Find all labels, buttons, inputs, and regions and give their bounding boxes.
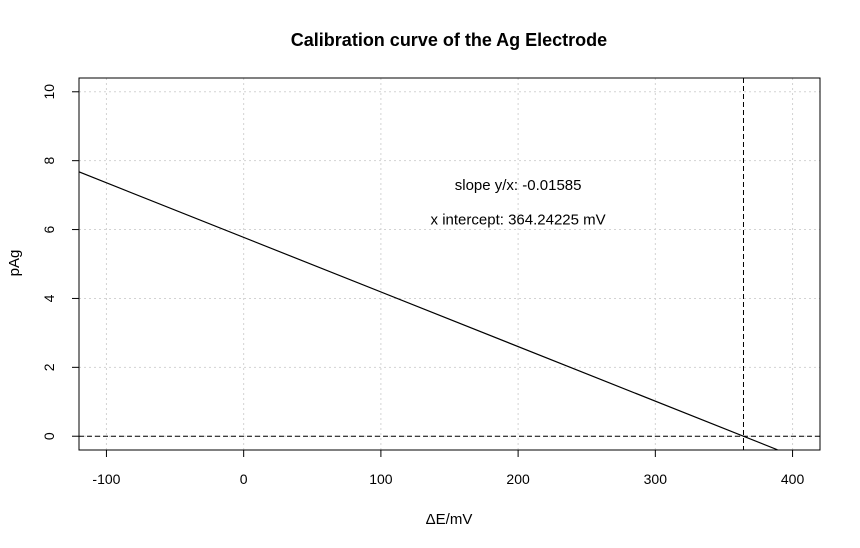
x-tick-label: 100	[369, 471, 393, 487]
x-axis: -100 0 100 200 300 400	[92, 450, 804, 487]
y-tick-label: 0	[41, 432, 57, 440]
y-tick-label: 4	[41, 294, 57, 302]
x-axis-label: ΔE/mV	[426, 511, 473, 528]
calibration-line	[79, 171, 778, 450]
x-tick-label: 400	[781, 471, 805, 487]
series-layer	[79, 171, 778, 450]
x-tick-label: 300	[644, 471, 668, 487]
x-tick-label: -100	[92, 471, 120, 487]
y-axis-label: pAg	[6, 250, 23, 277]
annotations: slope y/x: -0.01585 x intercept: 364.2422…	[431, 177, 606, 228]
y-tick-label: 8	[41, 157, 57, 165]
annotation-text: slope y/x: -0.01585	[455, 177, 582, 194]
y-axis: 0 2 4 6 8 10	[41, 84, 79, 440]
y-tick-label: 6	[41, 225, 57, 233]
reference-lines	[79, 78, 820, 450]
y-tick-label: 10	[41, 84, 57, 100]
plot-area-frame	[78, 77, 821, 451]
x-tick-label: 200	[506, 471, 530, 487]
y-tick-label: 2	[41, 363, 57, 371]
annotation-text: x intercept: 364.24225 mV	[431, 212, 606, 229]
grid-lines	[79, 78, 820, 450]
x-tick-label: 0	[240, 471, 248, 487]
chart-title: Calibration curve of the Ag Electrode	[291, 30, 607, 50]
